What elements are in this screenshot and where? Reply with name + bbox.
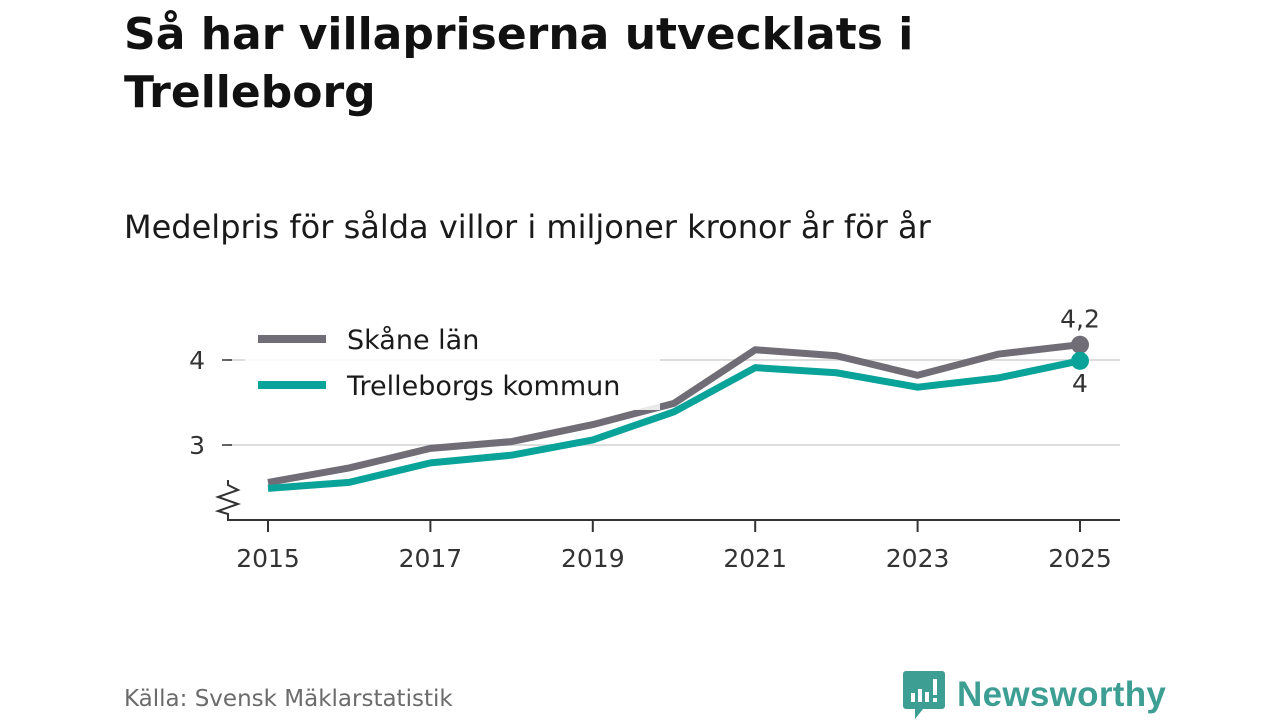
x-tick-label: 2015 [236,544,300,573]
legend-background [245,315,660,410]
x-tick-label: 2025 [1048,544,1112,573]
newsworthy-logo-icon [903,671,945,719]
chart-subtitle: Medelpris för sålda villor i miljoner kr… [124,208,931,246]
data-point [1071,351,1089,370]
x-tick-label: 2017 [399,544,463,573]
y-tick-label: 4 [189,346,205,375]
source-note: Källa: Svensk Mäklarstatistik [124,686,453,712]
newsworthy-logo: Newsworthy [903,671,1166,719]
x-tick-label: 2021 [723,544,787,573]
legend: Skåne län Trelleborgs kommun [245,315,660,410]
x-tick-label: 2019 [561,544,625,573]
axis-line-with-break [214,480,1120,521]
chart-title: Så har villapriserna utvecklats i Trelle… [124,9,914,118]
data-point [1071,335,1089,354]
newsworthy-logo-text: Newsworthy [957,675,1167,714]
legend-label-trelleborg: Trelleborgs kommun [346,371,620,402]
series-line-trelleborg [267,357,1081,492]
legend-label-skane: Skåne län [347,325,479,356]
series-line-skane [267,341,1081,486]
end-value-label: 4 [1072,369,1088,398]
y-tick-label: 3 [189,431,205,460]
end-value-label: 4,2 [1060,305,1100,334]
x-tick-label: 2023 [886,544,950,573]
